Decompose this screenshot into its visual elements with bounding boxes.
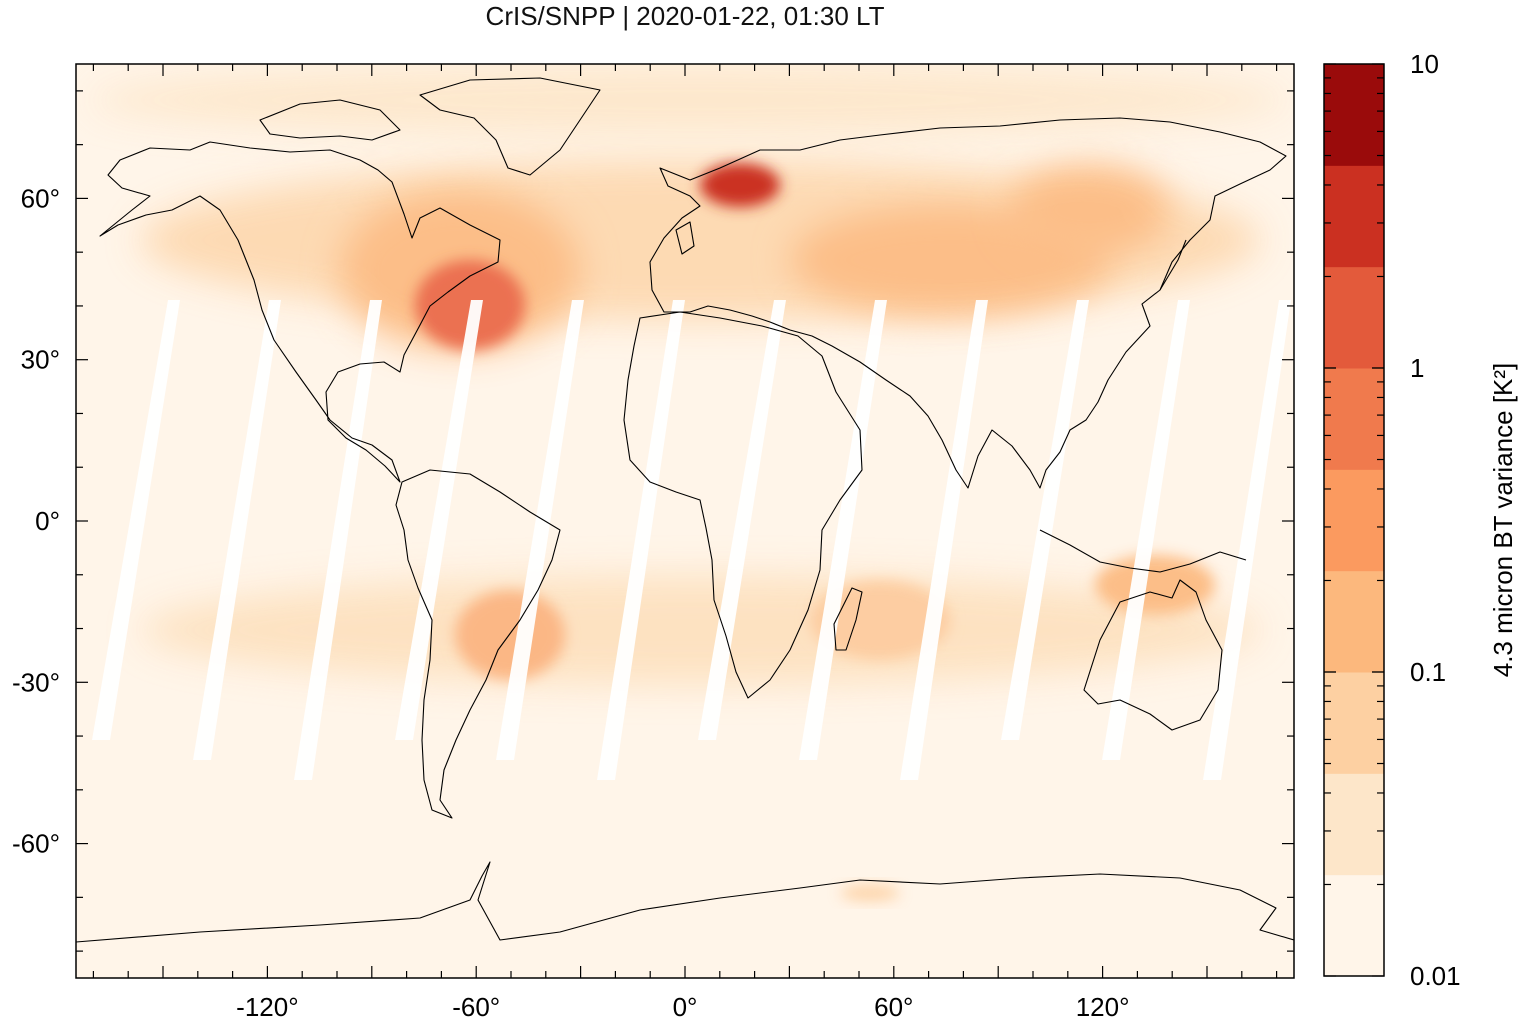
colorbar-bands — [1324, 64, 1384, 977]
map-axis-ticks — [76, 64, 1294, 978]
coastline-uk — [675, 221, 695, 255]
orbit-gap — [1001, 300, 1089, 740]
colorbar: 10 1 0.1 0.01 4.3 micron BT variance [K²] — [1323, 49, 1518, 991]
orbit-gap — [92, 300, 180, 740]
colorbar-band — [1324, 874, 1384, 977]
orbit-gap — [900, 300, 988, 780]
y-tick-labels: 60° 30° 0° -30° -60° — [12, 183, 60, 858]
x-tick-label: 60° — [874, 992, 913, 1020]
plot-title: CrIS/SNPP | 2020-01-22, 01:30 LT — [485, 1, 885, 31]
x-tick-label: 120° — [1076, 992, 1130, 1020]
colorbar-tick-label: 0.1 — [1410, 657, 1446, 687]
coastline-antarctica — [76, 861, 1294, 943]
orbit-gaps — [92, 300, 1291, 780]
orbit-gap — [496, 300, 584, 760]
colorbar-band — [1324, 469, 1384, 572]
hotspot-scandinavia — [700, 163, 780, 207]
coastline-japan — [1159, 239, 1187, 291]
coastline-north-america — [99, 141, 501, 483]
colorbar-tick-labels: 10 1 0.1 0.01 — [1410, 49, 1461, 991]
coastlines — [76, 77, 1294, 943]
orbit-gap — [597, 300, 685, 780]
map-content — [76, 65, 1294, 943]
x-tick-labels: -120° -60° 0° 60° 120° — [236, 992, 1129, 1020]
colorbar-frame — [1323, 63, 1385, 977]
coastline-madagascar — [833, 587, 863, 651]
coastline-indonesia — [1039, 529, 1247, 573]
coastline-greenland — [419, 77, 601, 176]
orbit-gap — [1102, 300, 1190, 760]
coastline-canadian-islands — [259, 99, 401, 141]
colorbar-band — [1324, 165, 1384, 268]
orbit-gap — [1203, 300, 1291, 780]
colorbar-label: 4.3 micron BT variance [K²] — [1488, 363, 1518, 678]
field-southern-africa — [810, 580, 950, 660]
colorbar-band — [1324, 266, 1384, 369]
colorbar-tick-label: 1 — [1410, 353, 1424, 383]
y-tick-label: 30° — [21, 345, 60, 375]
field-east-asia — [1010, 165, 1170, 255]
x-tick-label: 0° — [673, 992, 698, 1020]
field-southern-band — [140, 575, 1260, 685]
y-tick-label: -60° — [12, 829, 60, 859]
coastline-eurasia — [649, 117, 1287, 489]
field-us-east — [415, 260, 525, 350]
orbit-gap — [294, 300, 382, 780]
colorbar-ticks — [1324, 63, 1384, 977]
colorbar-band — [1324, 64, 1384, 166]
y-tick-label: 0° — [35, 506, 60, 536]
colorbar-tick-label: 10 — [1410, 49, 1439, 79]
colorbar-band — [1324, 368, 1384, 470]
y-tick-label: 60° — [21, 183, 60, 213]
colorbar-band — [1324, 672, 1384, 774]
orbit-gap — [799, 300, 887, 760]
y-tick-label: -30° — [12, 667, 60, 697]
coastline-australia — [1083, 579, 1223, 731]
orbit-gap — [395, 300, 483, 740]
colorbar-band — [1324, 773, 1384, 876]
orbit-gap — [193, 300, 281, 760]
field-south-america — [455, 590, 565, 680]
field-australia — [1095, 555, 1215, 615]
x-tick-label: -60° — [452, 992, 500, 1020]
coastline-south-america — [395, 469, 561, 819]
coastline-africa — [623, 311, 863, 699]
colorbar-band — [1324, 570, 1384, 673]
field-antarctic-spot — [840, 885, 900, 901]
x-tick-label: -120° — [236, 992, 298, 1020]
colorbar-tick-label: 0.01 — [1410, 961, 1461, 991]
field-arctic — [90, 65, 1290, 135]
orbit-gap — [698, 300, 786, 740]
